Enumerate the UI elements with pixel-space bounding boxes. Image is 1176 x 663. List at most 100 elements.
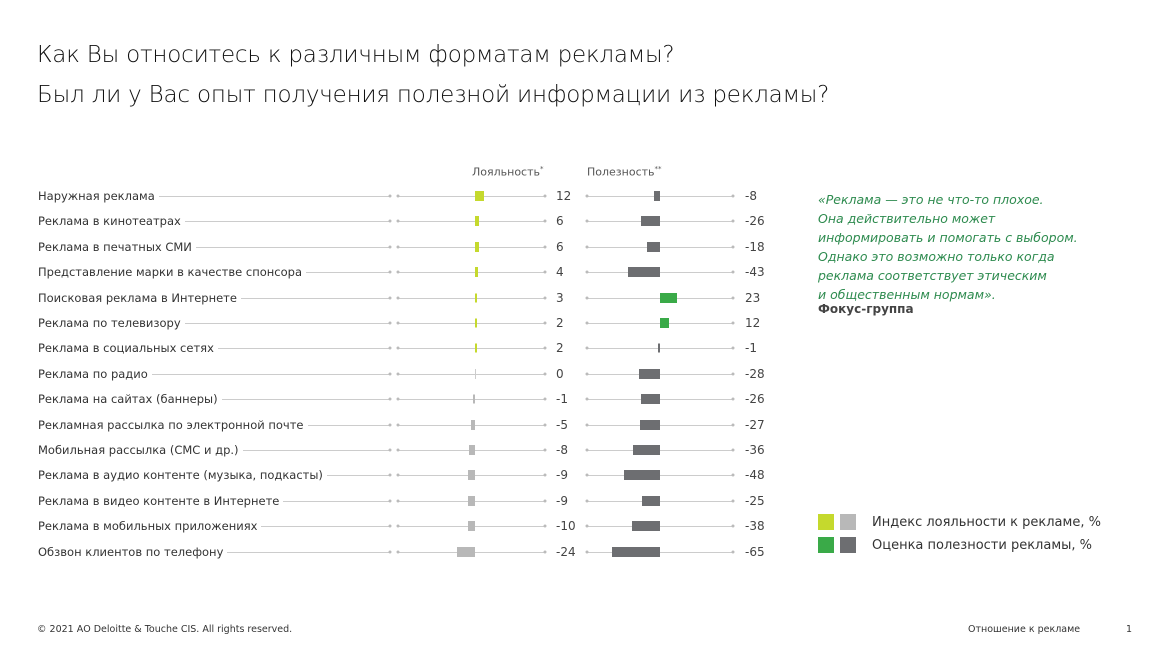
loyalty-value: -9 [556,493,568,508]
loyalty-value: 3 [556,290,564,305]
usefulness-header: Полезность** [587,165,662,179]
track-end-dot [731,372,735,376]
usefulness-bar [624,470,660,481]
category-label: Реклама в аудио контенте (музыка, подкас… [38,468,327,483]
usefulness-bar [640,394,660,405]
leader-dot [388,321,392,325]
loyalty-bar [457,546,475,557]
track-end-dot [396,550,400,554]
category-label: Рекламная рассылка по электронной почте [38,417,308,432]
usefulness-value: -43 [745,265,765,280]
usefulness-bar [654,191,660,201]
loyalty-bar [475,191,484,201]
legend-swatch-positive [818,537,834,553]
category-label: Поисковая реклама в Интернете [38,290,241,305]
loyalty-bar [475,216,480,227]
usefulness-bar [660,292,678,303]
axis-track [587,551,733,553]
track-end-dot [543,397,547,401]
track-end-dot [585,270,589,274]
track-end-dot [396,346,400,350]
category-label: Реклама в печатных СМИ [38,239,196,254]
category-label: Реклама в мобильных приложениях [38,519,262,534]
loyalty-bar [475,241,480,252]
copyright: © 2021 АО Deloitte & Touche CIS. All rig… [37,624,293,635]
leader-dot [388,194,392,198]
usefulness-bar [639,368,660,379]
axis-track [587,424,733,426]
leader-dot [388,448,392,452]
track-end-dot [585,296,589,300]
track-end-dot [543,423,547,427]
track-end-dot [731,473,735,477]
quote-source: Фокус-группа [818,302,914,316]
leader-dot [388,219,392,223]
usefulness-bar [631,521,660,532]
usefulness-value: -28 [745,366,765,381]
track-end-dot [543,448,547,452]
leader-line [40,221,390,223]
track-end-dot [585,245,589,249]
track-end-dot [585,499,589,503]
usefulness-value: -8 [745,189,757,203]
track-end-dot [396,524,400,528]
title-line-1: Как Вы относитесь к различным форматам р… [37,42,675,68]
loyalty-value: 4 [556,265,564,280]
track-end-dot [396,397,400,401]
loyalty-bar [473,394,475,404]
leader-dot [388,346,392,350]
track-end-dot [396,473,400,477]
legend-item-loyalty: Индекс лояльности к рекламе, % [818,514,1101,530]
track-end-dot [396,296,400,300]
axis-track [587,246,733,248]
track-end-dot [585,550,589,554]
loyalty-value: 2 [556,316,564,330]
loyalty-footnote-mark: * [540,165,544,173]
category-label: Реклама по радио [38,366,152,381]
loyalty-value: 2 [556,341,564,356]
usefulness-value: -26 [745,214,765,229]
leader-line [40,323,390,324]
category-label: Реклама в видео контенте в Интернете [38,493,284,508]
quote: «Реклама — это не что-то плохое. Она дей… [818,192,1078,302]
axis-track [587,373,733,375]
category-label: Наружная реклама [38,189,159,203]
category-label: Реклама по телевизору [38,316,185,330]
usefulness-value: -18 [745,239,765,254]
leader-line [40,373,390,375]
legend-item-usefulness: Оценка полезности рекламы, % [818,537,1092,553]
track-end-dot [731,270,735,274]
usefulness-value: -27 [745,417,765,432]
axis-track [587,348,733,350]
usefulness-value: -48 [745,468,765,483]
usefulness-value: -25 [745,493,765,508]
track-end-dot [396,448,400,452]
usefulness-bar [633,445,660,455]
track-end-dot [731,550,735,554]
loyalty-value: -9 [556,468,568,483]
axis-track [398,221,545,223]
legend-label: Индекс лояльности к рекламе, % [872,514,1101,530]
loyalty-value: 0 [556,366,564,381]
axis-track [398,297,545,299]
loyalty-value: -5 [556,417,568,432]
leader-dot [388,372,392,376]
track-end-dot [396,372,400,376]
track-end-dot [731,448,735,452]
track-end-dot [585,448,589,452]
usefulness-bar [640,419,660,430]
leader-dot [388,550,392,554]
loyalty-bar [471,419,475,430]
axis-track [587,272,733,274]
track-end-dot [731,397,735,401]
track-end-dot [543,321,547,325]
loyalty-value: 6 [556,214,564,229]
page-number: 1 [1126,624,1133,635]
leader-line [40,246,390,248]
usefulness-value: -26 [745,392,765,407]
axis-track [587,399,733,401]
axis-track [398,196,545,197]
track-end-dot [585,219,589,223]
loyalty-value: 12 [556,189,572,203]
usefulness-bar [641,495,660,506]
